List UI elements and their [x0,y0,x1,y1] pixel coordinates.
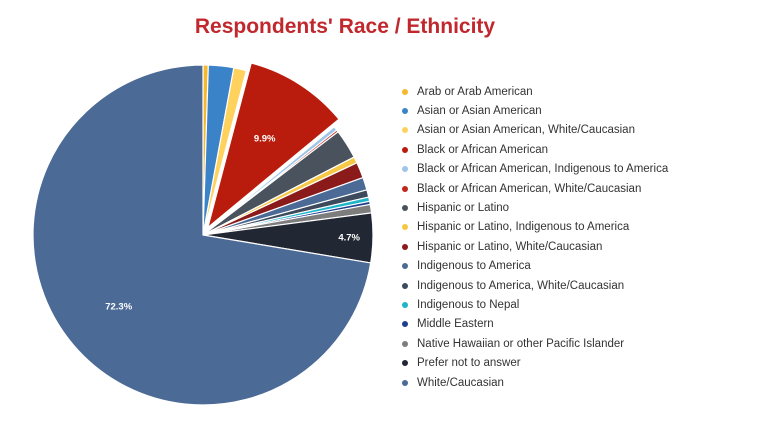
legend-swatch [402,108,408,115]
legend-item-white-caucasian: White/Caucasian [402,373,668,392]
legend-swatch [402,379,408,386]
legend-swatch [402,301,408,308]
legend-item-arab-or-arab-american: Arab or Arab American [402,82,668,101]
legend-item-black-or-african-american: Black or African American [402,140,668,159]
legend-label: Arab or Arab American [417,85,533,98]
chart-title: Respondents' Race / Ethnicity [194,15,496,38]
legend-swatch [402,243,408,250]
legend-item-middle-eastern: Middle Eastern [402,315,668,334]
legend-label: Prefer not to answer [417,357,521,370]
legend-swatch [402,340,408,347]
slice-asian-or-asian-american-white-caucasian [202,67,248,236]
legend-item-indigenous-to-nepal: Indigenous to Nepal [402,295,668,314]
legend-swatch [402,146,408,153]
legend-item-hispanic-or-latino-white-caucasian: Hispanic or Latino, White/Caucasian [402,237,668,256]
legend-label: Black or African American [417,143,549,156]
legend-label: Asian or Asian American, White/Caucasian [417,124,635,137]
legend-item-black-or-african-american-indigenous-to-america: Black or African American, Indigenous to… [402,160,668,179]
legend-item-indigenous-to-america-white-caucasian: Indigenous to America, White/Caucasian [402,276,668,295]
legend-swatch [402,185,408,192]
legend-swatch [402,224,408,231]
slice-label-white-caucasian: 72.3% [105,301,132,312]
legend-item-asian-or-asian-american: Asian or Asian American [402,101,668,120]
legend-swatch [402,88,408,95]
legend-label: Hispanic or Latino [417,202,510,215]
legend-item-hispanic-or-latino: Hispanic or Latino [402,198,668,217]
slice-label-prefer-not-to-answer: 4.7% [338,233,360,244]
legend-swatch [402,205,408,212]
legend: Arab or Arab American Asian or Asian Amer… [402,82,668,392]
legend-label: Asian or Asian American [417,105,542,118]
legend-item-hispanic-or-latino-indigenous-to-america: Hispanic or Latino, Indigenous to Americ… [402,218,668,237]
legend-label: Indigenous to Nepal [417,298,520,311]
legend-item-native-hawaiian-or-other-pacific-islander: Native Hawaiian or other Pacific Islande… [402,334,668,353]
legend-swatch [402,166,408,173]
legend-label: Native Hawaiian or other Pacific Islande… [417,337,625,350]
legend-label: Hispanic or Latino, Indigenous to Americ… [417,221,630,234]
legend-label: Indigenous to America [417,260,531,273]
legend-swatch [402,127,408,134]
legend-swatch [402,263,408,270]
legend-label: Indigenous to America, White/Caucasian [417,279,625,292]
legend-item-asian-or-asian-american-white-caucasian: Asian or Asian American, White/Caucasian [402,121,668,140]
legend-label: White/Caucasian [417,376,504,389]
legend-label: Middle Eastern [417,318,494,331]
legend-item-indigenous-to-america: Indigenous to America [402,257,668,276]
legend-item-prefer-not-to-answer: Prefer not to answer [402,353,668,372]
legend-swatch [402,282,408,289]
legend-label: Black or African American, White/Caucasi… [417,182,642,195]
legend-label: Black or African American, Indigenous to… [417,163,669,176]
slice-label-black-or-african-american: 9.9% [254,134,276,145]
legend-label: Hispanic or Latino, White/Caucasian [417,240,603,253]
legend-swatch [402,321,408,328]
legend-swatch [402,360,408,367]
slice-black-or-african-american [206,62,340,230]
legend-item-black-or-african-american-white-caucasian: Black or African American, White/Caucasi… [402,179,668,198]
slice-white-caucasian [32,64,372,406]
